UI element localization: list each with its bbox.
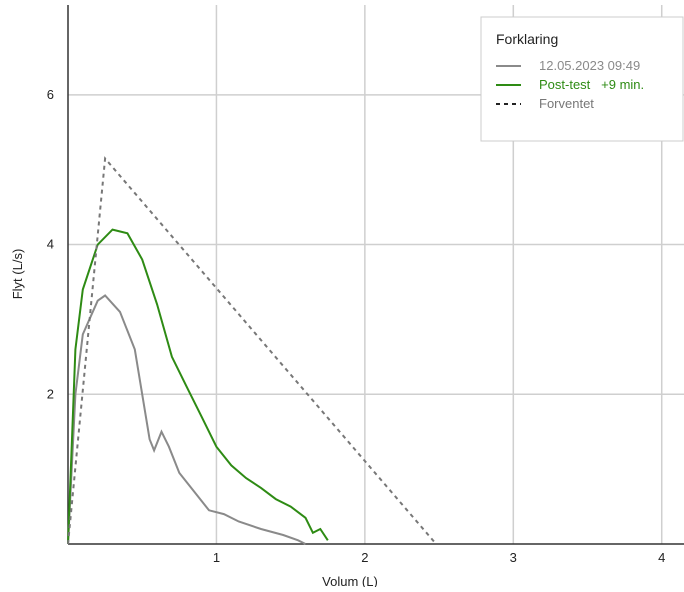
x-axis-label: Volum (L) [322, 574, 378, 587]
data-line [67, 156, 437, 545]
data-line [67, 294, 306, 545]
x-tick-label: 1 [213, 550, 220, 565]
y-tick-label: 2 [47, 386, 54, 401]
x-tick-label: 2 [361, 550, 368, 565]
legend-box [480, 16, 684, 142]
y-tick-label: 4 [47, 237, 54, 252]
y-tick-label: 6 [47, 87, 54, 102]
data-line [67, 228, 329, 545]
x-tick-label: 3 [510, 550, 517, 565]
legend-label: Post-test +9 min. [539, 77, 644, 92]
legend-label: Forventet [539, 96, 594, 111]
legend-label: 12.05.2023 09:49 [539, 58, 640, 73]
y-axis-label: Flyt (L/s) [10, 249, 25, 300]
legend-title: Forklaring [496, 31, 558, 47]
x-tick-label: 4 [658, 550, 665, 565]
